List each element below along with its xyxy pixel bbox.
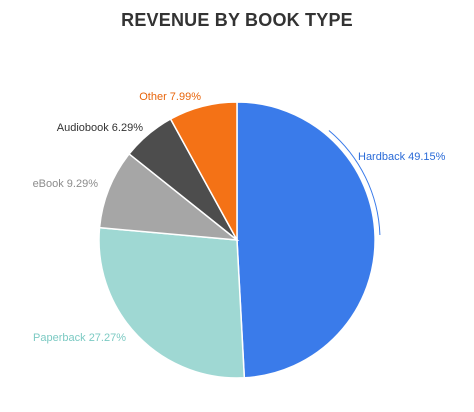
pie-slice-hardback — [236, 101, 376, 379]
chart-title: REVENUE BY BOOK TYPE — [121, 10, 353, 30]
pie-slice-ebook — [98, 152, 240, 241]
slice-label-paperback: Paperback 27.27% — [33, 332, 126, 344]
slice-label-hardback: Hardback 49.15% — [358, 151, 446, 163]
pie-slice-other — [169, 101, 238, 241]
pie-slice-paperback — [98, 226, 246, 379]
slice-label-ebook: eBook 9.29% — [33, 178, 99, 190]
hardback-label-bracket — [328, 130, 381, 236]
slice-label-other: Other 7.99% — [139, 91, 201, 103]
slice-label-audiobook: Audiobook 6.29% — [57, 122, 143, 134]
